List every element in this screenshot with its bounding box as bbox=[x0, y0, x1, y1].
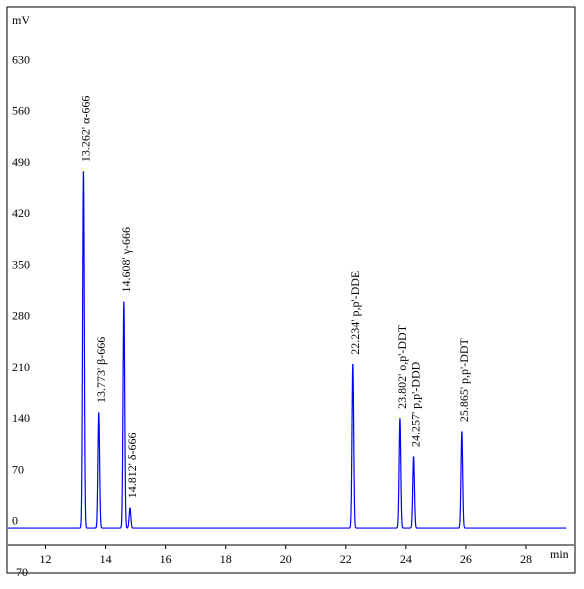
y-tick-label: 140 bbox=[12, 411, 30, 425]
peak-label: 24.257' p,p'-DDD bbox=[409, 361, 423, 447]
x-tick-label: 26 bbox=[460, 552, 472, 566]
trace-layer bbox=[8, 171, 567, 529]
y-tick-label: 210 bbox=[12, 360, 30, 374]
y-tick-label: 630 bbox=[12, 52, 30, 66]
peak-label: 23.802' o,p'-DDT bbox=[395, 324, 409, 409]
peak-point bbox=[123, 301, 125, 304]
peak-point bbox=[82, 171, 85, 173]
x-tick-label: 24 bbox=[400, 552, 412, 566]
peak-label: 14.812' δ-666 bbox=[125, 432, 139, 498]
peak-label: 13.773' β-666 bbox=[94, 337, 108, 403]
x-axis-label: min bbox=[550, 547, 569, 561]
peak-label: 25.865' p,p'-DDT bbox=[457, 337, 471, 422]
peak-point bbox=[461, 431, 463, 433]
plot-frame bbox=[6, 6, 576, 574]
x-tick-label: 14 bbox=[100, 552, 112, 566]
x-tick-label: 28 bbox=[520, 552, 532, 566]
peak-point bbox=[399, 418, 401, 420]
x-tick-label: 20 bbox=[280, 552, 292, 566]
y-tick-label: -70 bbox=[12, 565, 28, 579]
peak-point bbox=[97, 412, 100, 414]
x-tick-label: 18 bbox=[220, 552, 232, 566]
y-tick-label: 70 bbox=[12, 462, 24, 476]
peak-point bbox=[129, 507, 131, 510]
peak-labels: 13.262' α-666 13.773' β-666 14.608' γ-666 1… bbox=[78, 96, 470, 499]
y-tick-label: 0 bbox=[12, 514, 18, 528]
peak-label: 13.262' α-666 bbox=[78, 96, 92, 162]
y-axis-label: mV bbox=[12, 13, 30, 27]
x-tick-label: 22 bbox=[340, 552, 352, 566]
peak-label: 22.234' p,p'-DDE bbox=[348, 271, 362, 355]
x-tick-label: 16 bbox=[160, 552, 172, 566]
y-tick-label: 420 bbox=[12, 206, 30, 220]
peak-label: 14.608' γ-666 bbox=[119, 227, 133, 292]
y-tick-label: 490 bbox=[12, 155, 30, 169]
y-tick-label: 280 bbox=[12, 309, 30, 323]
axes: -70 0 70 140 210 280 350 420 490 560 630 12 14 16 18 20… bbox=[8, 52, 574, 579]
y-tick-label: 350 bbox=[12, 257, 30, 271]
peak-point bbox=[412, 456, 415, 458]
peak-point bbox=[352, 363, 354, 366]
x-tick-label: 12 bbox=[40, 552, 52, 566]
chromatogram-trace bbox=[8, 172, 567, 529]
y-tick-label: 560 bbox=[12, 104, 30, 118]
